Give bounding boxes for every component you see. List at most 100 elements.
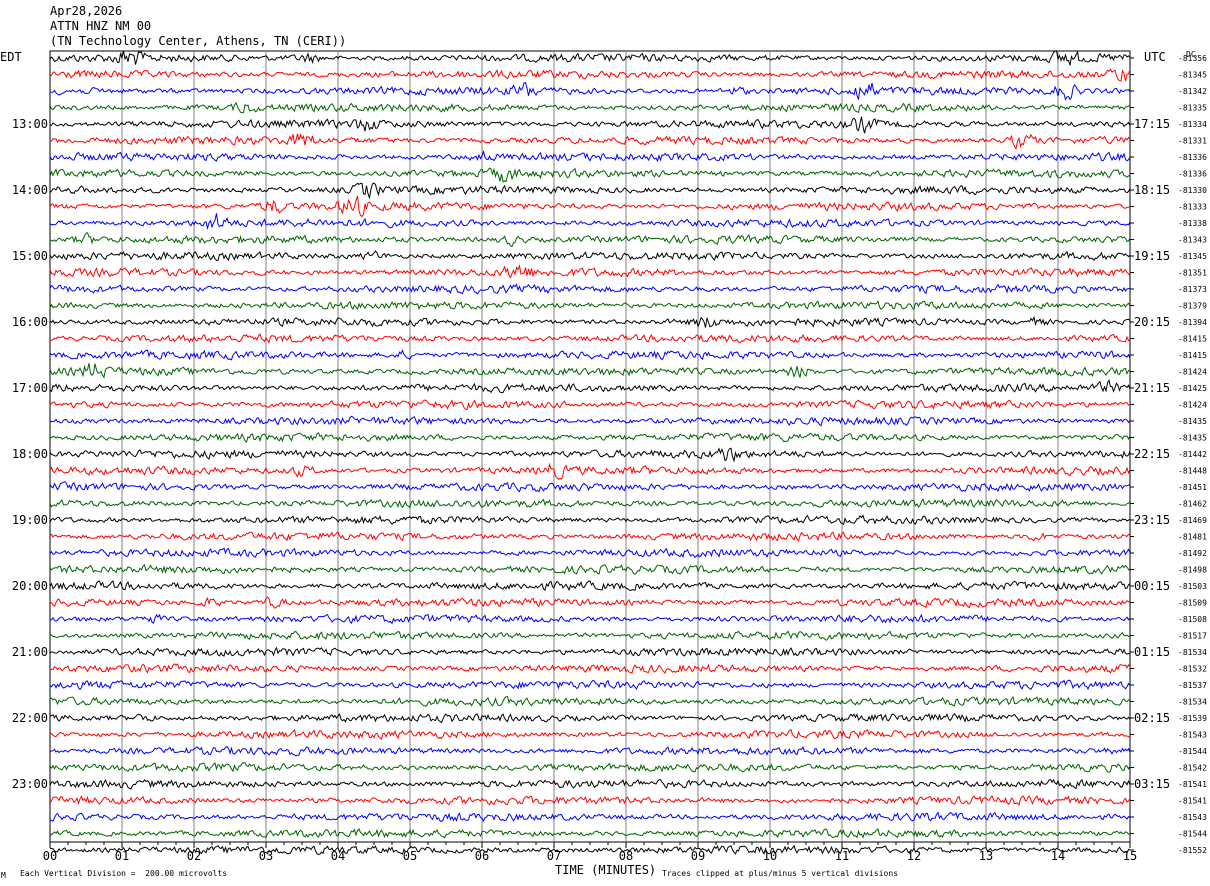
dc-offset-label: -81415	[1178, 351, 1207, 360]
right-hour-label: 17:15	[1134, 117, 1170, 131]
seismic-trace	[49, 663, 1131, 675]
dc-offset-label: -81539	[1178, 714, 1207, 723]
left-hour-label: 16:00	[12, 315, 48, 329]
dc-offset-label: -81331	[1178, 137, 1207, 146]
dc-offset-label: -81508	[1178, 615, 1207, 624]
dc-offset-label: -81424	[1178, 401, 1207, 410]
dc-offset-label: -81394	[1178, 318, 1207, 327]
seismic-trace	[49, 547, 1131, 559]
dc-offset-label: -81373	[1178, 285, 1207, 294]
dc-offset-label: -81435	[1178, 417, 1207, 426]
seismic-trace	[49, 213, 1131, 231]
dc-offset-label: -81379	[1178, 302, 1207, 311]
dc-offset-label: -81351	[1178, 269, 1207, 278]
right-hour-label: 01:15	[1134, 645, 1170, 659]
dc-offset-label: -81435	[1178, 434, 1207, 443]
seismic-trace	[49, 363, 1131, 379]
right-hour-label: 21:15	[1134, 381, 1170, 395]
x-tick-label: 11	[835, 849, 849, 863]
dc-offset-label: -81424	[1178, 368, 1207, 377]
dc-offset-label: -81345	[1178, 252, 1207, 261]
seismic-trace	[49, 349, 1131, 361]
seismic-trace	[49, 563, 1131, 575]
x-tick-label: 06	[475, 849, 489, 863]
seismic-trace	[49, 514, 1131, 526]
left-hour-label: 20:00	[12, 579, 48, 593]
dc-offset-label: -81442	[1178, 450, 1207, 459]
dc-offset-label: -81492	[1178, 549, 1207, 558]
seismic-trace	[49, 778, 1131, 790]
dc-offset-label: -81541	[1178, 780, 1207, 789]
dc-offset-label: -81336	[1178, 170, 1207, 179]
dc-offset-label: -81338	[1178, 219, 1207, 228]
left-hour-label: 22:00	[12, 711, 48, 725]
left-hour-label: 21:00	[12, 645, 48, 659]
plot-date: Apr28,2026	[50, 4, 123, 18]
station-code: ATTN HNZ NM 00	[50, 19, 152, 33]
left-timezone-label: EDT	[0, 50, 22, 64]
seismic-trace	[49, 828, 1131, 839]
x-axis-title: TIME (MINUTES)	[555, 863, 657, 877]
dc-offset-label: -81532	[1178, 665, 1207, 674]
seismic-trace	[49, 315, 1131, 328]
dc-offset-label: -81544	[1178, 747, 1207, 756]
dc-offset-label: -81481	[1178, 533, 1207, 542]
left-hour-label: 18:00	[12, 447, 48, 461]
right-hour-label: 19:15	[1134, 249, 1170, 263]
seismic-trace	[49, 679, 1131, 691]
seismic-trace	[49, 498, 1131, 509]
seismic-trace	[49, 795, 1131, 806]
seismic-trace	[49, 415, 1131, 427]
left-hour-label: 23:00	[12, 777, 48, 791]
x-tick-label: 01	[115, 849, 129, 863]
x-tick-label: 02	[187, 849, 201, 863]
x-tick-label: 03	[259, 849, 273, 863]
seismic-trace	[49, 432, 1131, 443]
seismic-trace	[49, 844, 1131, 856]
seismic-trace	[49, 149, 1131, 163]
seismic-trace	[49, 101, 1131, 114]
dc-offset-label: -81542	[1178, 764, 1207, 773]
left-hour-label: 17:00	[12, 381, 48, 395]
dc-offset-label: -81543	[1178, 731, 1207, 740]
dc-offset-label: -81345	[1178, 71, 1207, 80]
x-tick-label: 15	[1123, 849, 1137, 863]
seismic-trace	[49, 50, 1131, 66]
seismic-trace	[49, 133, 1131, 150]
corner-mark: M	[1, 871, 6, 880]
seismic-trace	[49, 630, 1131, 641]
x-tick-label: 08	[619, 849, 633, 863]
seismic-trace	[49, 596, 1131, 609]
seismic-trace	[49, 695, 1131, 707]
seismic-trace	[49, 283, 1131, 295]
seismic-trace	[49, 250, 1131, 262]
left-hour-label: 14:00	[12, 183, 48, 197]
right-hour-label: 00:15	[1134, 579, 1170, 593]
dc-offset-header: DC	[1186, 50, 1196, 59]
dc-offset-label: -81552	[1178, 846, 1207, 855]
seismic-trace	[49, 81, 1131, 101]
dc-offset-label: -81334	[1178, 120, 1207, 129]
dc-offset-label: -81451	[1178, 483, 1207, 492]
seismic-trace	[49, 613, 1131, 625]
dc-offset-label: -81537	[1178, 681, 1207, 690]
dc-offset-label: -81335	[1178, 104, 1207, 113]
dc-offset-label: -81534	[1178, 648, 1207, 657]
seismic-trace	[49, 116, 1131, 134]
right-timezone-label: UTC	[1144, 50, 1166, 64]
seismic-trace	[49, 182, 1131, 200]
plot-frame	[49, 50, 1131, 843]
seismic-trace	[49, 195, 1131, 218]
clip-note: Traces clipped at plus/minus 5 vertical …	[662, 869, 899, 878]
seismic-trace	[49, 300, 1131, 311]
dc-offset-label: -81498	[1178, 566, 1207, 575]
seismic-trace	[49, 332, 1131, 344]
dc-offset-label: -81330	[1178, 186, 1207, 195]
seismic-trace	[49, 462, 1131, 480]
left-hour-label: 13:00	[12, 117, 48, 131]
seismic-trace	[49, 378, 1131, 394]
x-tick-label: 09	[691, 849, 705, 863]
dc-offset-label: -81534	[1178, 698, 1207, 707]
dc-offset-label: -81517	[1178, 632, 1207, 641]
